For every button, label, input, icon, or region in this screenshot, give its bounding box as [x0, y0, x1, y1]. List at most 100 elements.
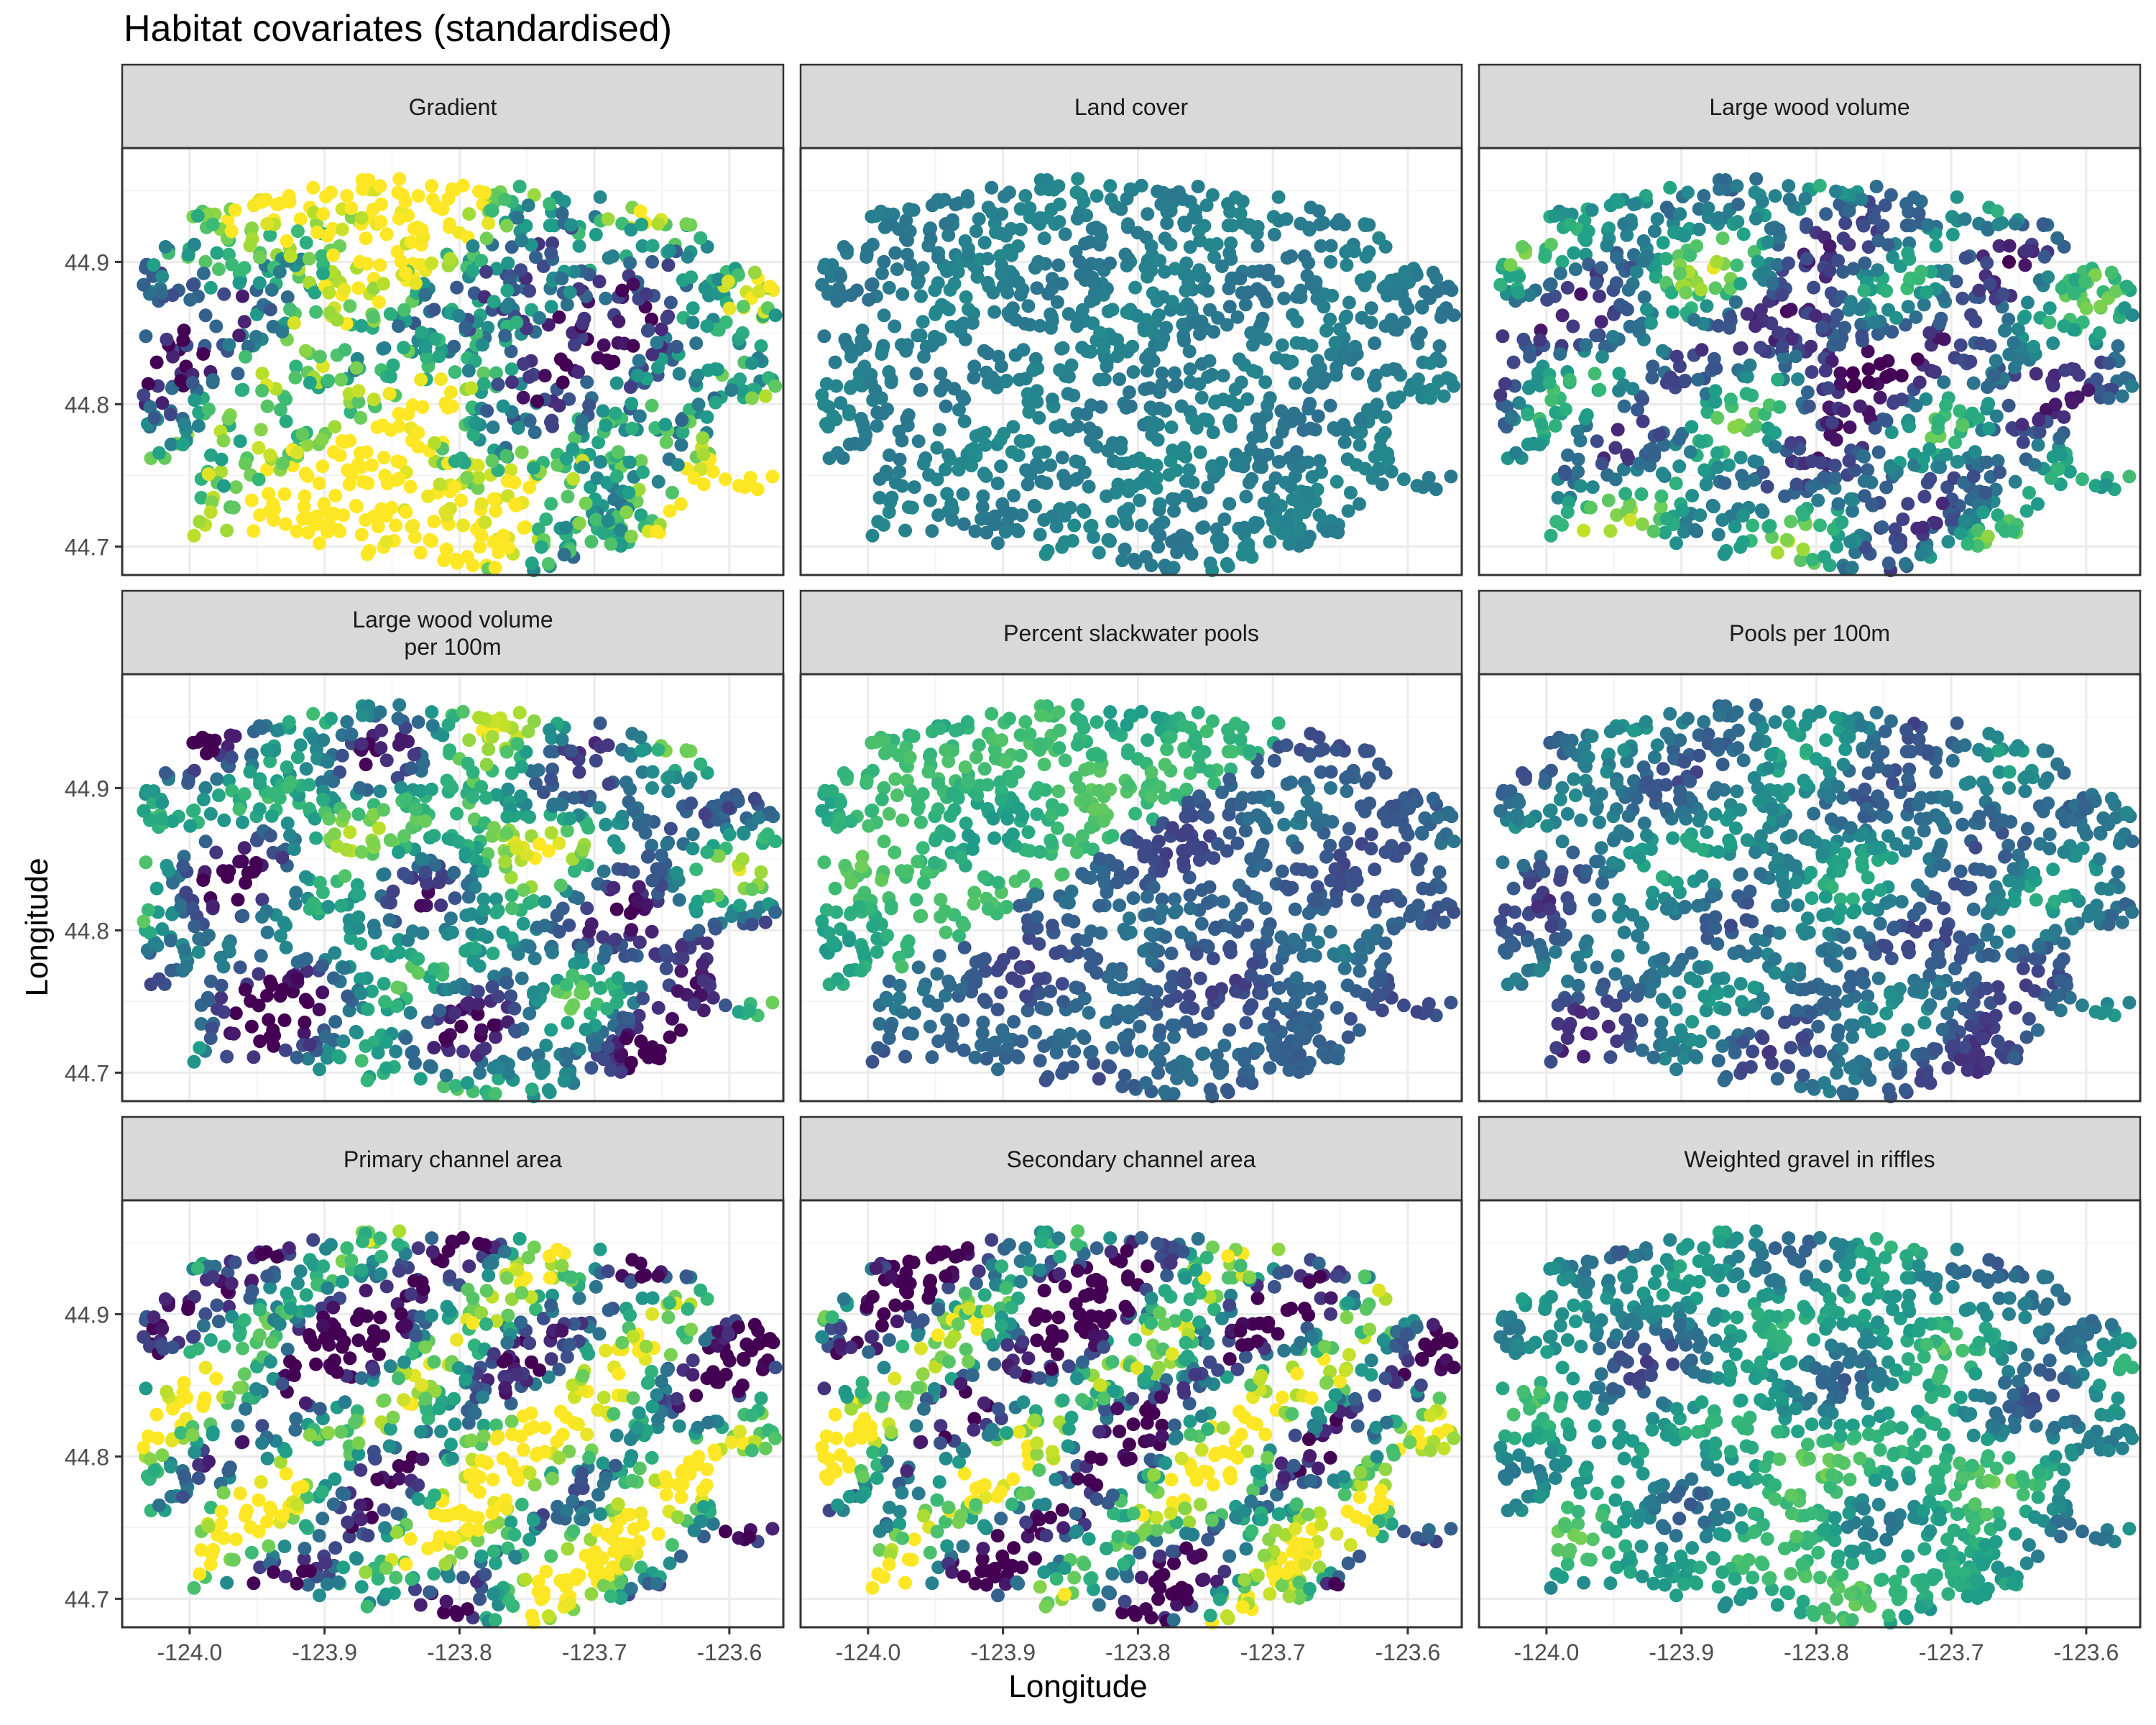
data-point: [864, 277, 878, 292]
data-point: [1359, 249, 1373, 264]
data-point: [1358, 217, 1372, 231]
data-point: [1843, 535, 1858, 549]
data-point: [862, 293, 876, 307]
data-point: [1033, 528, 1047, 542]
data-point: [1728, 520, 1742, 534]
data-point: [747, 791, 762, 806]
data-point: [624, 529, 638, 543]
data-point: [1197, 520, 1211, 534]
data-point: [671, 458, 685, 472]
data-point: [1144, 239, 1158, 253]
data-point: [214, 464, 229, 479]
data-point: [701, 363, 715, 377]
data-point: [155, 796, 170, 810]
y-tick-label: 44.7: [65, 534, 109, 560]
data-point: [516, 390, 530, 405]
data-point: [1617, 217, 1631, 231]
data-point: [1772, 326, 1786, 340]
data-point: [576, 842, 590, 857]
data-point: [828, 355, 842, 369]
data-point: [957, 414, 972, 428]
data-point: [986, 285, 1000, 300]
data-point: [1250, 516, 1265, 530]
data-point: [1996, 287, 2010, 301]
data-point: [645, 239, 660, 253]
data-point: [1980, 380, 1994, 395]
data-point: [2048, 397, 2063, 412]
data-point: [1920, 285, 1934, 300]
data-point: [252, 441, 266, 455]
data-point: [1288, 376, 1302, 390]
data-point: [967, 359, 982, 374]
data-point: [1515, 240, 1529, 254]
data-point: [413, 257, 428, 272]
data-point: [1711, 318, 1726, 333]
data-point: [178, 417, 192, 431]
data-point: [895, 287, 910, 301]
data-point: [1512, 396, 1526, 410]
data-point: [977, 236, 992, 250]
data-point: [279, 919, 293, 932]
data-point: [706, 464, 720, 479]
data-point: [249, 330, 263, 344]
data-point: [1896, 512, 1910, 526]
data-point: [1542, 376, 1557, 390]
data-point: [353, 254, 367, 269]
data-point: [1782, 179, 1796, 193]
data-point: [263, 829, 277, 843]
data-point: [139, 329, 153, 344]
data-point: [2075, 472, 2089, 487]
data-point: [834, 396, 848, 410]
data-point: [645, 398, 659, 413]
data-point: [1053, 197, 1067, 211]
data-point: [1945, 227, 1960, 242]
data-point: [1585, 480, 1600, 494]
data-point: [732, 479, 746, 493]
data-point: [1013, 372, 1027, 387]
data-point: [1037, 231, 1051, 246]
data-point: [137, 804, 151, 818]
data-point: [543, 745, 557, 759]
data-point: [1058, 753, 1072, 768]
data-point: [1250, 365, 1263, 380]
data-point: [1370, 397, 1384, 412]
data-point: [1056, 341, 1070, 355]
data-point: [1736, 535, 1750, 549]
data-point: [461, 890, 476, 904]
data-point: [2032, 413, 2046, 428]
data-point: [1006, 420, 1021, 434]
data-point: [478, 1041, 492, 1056]
data-point: [515, 234, 529, 248]
data-point: [354, 446, 367, 460]
data-point: [909, 893, 923, 907]
data-point: [721, 801, 735, 815]
data-point: [1058, 227, 1072, 242]
data-point: [572, 239, 586, 253]
data-point: [298, 993, 313, 1007]
data-point: [1271, 275, 1285, 289]
data-point: [981, 512, 995, 526]
data-point: [473, 540, 487, 554]
data-point: [1144, 264, 1158, 278]
data-point: [518, 520, 533, 534]
data-point: [1155, 377, 1169, 391]
data-point: [608, 932, 622, 947]
data-point: [1650, 212, 1664, 226]
data-point: [1680, 185, 1695, 200]
data-point: [1991, 217, 2006, 231]
data-point: [731, 268, 745, 282]
data-point: [2090, 372, 2104, 387]
data-point: [155, 270, 170, 284]
data-point: [471, 985, 485, 999]
data-point: [1032, 410, 1046, 425]
data-point: [1365, 471, 1380, 485]
data-point: [1968, 314, 1983, 328]
data-point: [448, 891, 462, 906]
data-point: [447, 339, 461, 354]
data-point: [1606, 330, 1620, 344]
data-point: [263, 303, 277, 317]
data-point: [1685, 489, 1700, 503]
data-point: [1055, 451, 1069, 465]
data-point: [216, 433, 231, 448]
data-point: [433, 477, 447, 492]
